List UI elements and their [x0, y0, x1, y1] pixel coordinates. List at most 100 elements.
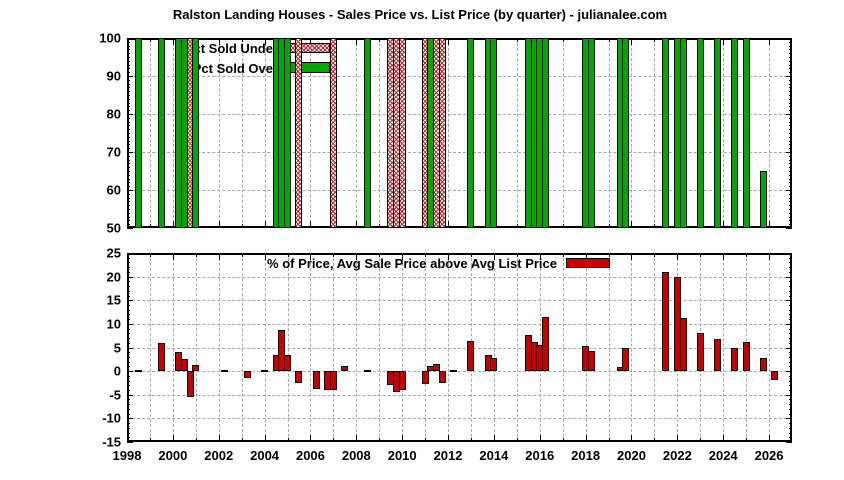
pct-sold-panel-border	[127, 38, 792, 228]
v-gridline	[149, 38, 151, 228]
y-tick	[127, 76, 133, 77]
x-tick	[769, 435, 771, 441]
x-tick	[218, 254, 220, 260]
v-gridline	[631, 253, 633, 442]
x-tick	[218, 221, 220, 227]
x-tick	[379, 39, 381, 42]
x-tick-label: 1998	[112, 448, 142, 463]
v-gridline	[379, 38, 381, 228]
x-tick	[631, 221, 633, 227]
x-tick	[723, 435, 725, 441]
x-tick	[746, 254, 748, 257]
x-tick-label: 2016	[525, 448, 555, 463]
y-tick-label: 70	[106, 144, 121, 160]
x-tick-label: 2006	[295, 448, 325, 463]
x-tick	[654, 254, 656, 257]
y-tick-label: 5	[113, 340, 121, 355]
bar-red-2023	[696, 333, 704, 372]
bar-red-2014	[490, 357, 498, 372]
y-tick	[127, 276, 133, 278]
y-tick	[786, 394, 792, 396]
x-tick	[356, 39, 358, 45]
legend-swatch-pct-sold-over	[287, 62, 330, 73]
v-gridline	[241, 38, 243, 228]
v-gridline	[379, 253, 381, 442]
bar-red-2018.25	[587, 351, 595, 372]
x-tick	[677, 435, 679, 441]
bar-zero-1998.5	[134, 370, 142, 373]
x-tick	[700, 438, 702, 441]
bar-green-1999.5	[157, 38, 165, 228]
x-tick	[539, 435, 541, 441]
x-tick	[287, 438, 289, 441]
x-tick	[700, 254, 702, 257]
h-gridline	[127, 190, 792, 191]
v-gridline	[149, 253, 151, 442]
price-diff-panel-border	[127, 253, 792, 442]
bar-red-2007.5	[341, 366, 349, 372]
y-tick-label: 15	[106, 292, 121, 308]
x-tick	[723, 39, 725, 45]
x-tick-label: 2022	[662, 448, 692, 463]
x-tick	[608, 254, 610, 257]
bar-red-2013	[467, 341, 475, 372]
bar-red-2021.5	[662, 271, 670, 372]
bar-red-2011.5	[433, 364, 441, 372]
x-tick	[562, 254, 564, 257]
v-gridline	[516, 38, 518, 228]
h-gridline	[127, 276, 792, 278]
h-gridline	[127, 323, 792, 325]
v-gridline	[218, 253, 220, 442]
y-tick	[786, 114, 792, 115]
legend-swatch-pct-sold-under	[287, 43, 330, 53]
x-tick	[585, 435, 587, 441]
bar-red-2000.75	[186, 371, 194, 398]
x-tick	[654, 39, 656, 42]
v-gridline	[264, 38, 266, 228]
bar-green-2024.5	[731, 38, 739, 228]
v-gridline	[723, 38, 725, 228]
bar-green-2022.25	[679, 38, 687, 228]
bar-zero-2004	[261, 370, 269, 373]
h-gridline	[127, 371, 792, 373]
bar-red-2000.5	[180, 359, 188, 372]
x-tick	[195, 254, 197, 257]
y-tick	[786, 152, 792, 153]
x-tick	[723, 221, 725, 227]
x-tick	[264, 221, 266, 227]
bar-green-2014	[490, 38, 498, 228]
y-tick	[786, 371, 792, 373]
x-tick	[631, 435, 633, 441]
bar-red-2003.25	[243, 371, 251, 379]
legend-swatch-price-diff	[566, 258, 610, 268]
y-tick	[786, 418, 792, 420]
x-tick	[287, 254, 289, 257]
v-gridline	[241, 253, 243, 442]
bar-zero-2012.25	[450, 370, 458, 373]
y-tick	[786, 228, 792, 229]
x-tick	[172, 39, 174, 45]
bar-red-2022.25	[679, 318, 687, 372]
x-tick	[448, 221, 450, 227]
x-tick	[241, 39, 243, 42]
x-tick	[677, 254, 679, 260]
v-gridline	[448, 253, 450, 442]
x-tick	[172, 254, 174, 260]
v-gridline	[769, 38, 771, 228]
x-tick	[218, 39, 220, 45]
bar-green-2005	[284, 38, 292, 228]
x-tick	[218, 435, 220, 441]
x-tick	[470, 254, 472, 257]
bar-red-2006.25	[312, 371, 320, 389]
y-tick-label: -5	[109, 387, 121, 403]
x-tick-label: 2000	[158, 448, 188, 463]
x-tick-label: 2014	[479, 448, 509, 463]
v-gridline	[172, 253, 174, 442]
x-tick	[448, 39, 450, 45]
x-tick	[585, 254, 587, 260]
x-tick-label: 2002	[204, 448, 234, 463]
bar-green-2019.75	[622, 38, 630, 228]
page-title: Ralston Landing Houses - Sales Price vs.…	[172, 7, 668, 22]
y-tick	[127, 347, 133, 349]
h-gridline	[127, 347, 792, 349]
